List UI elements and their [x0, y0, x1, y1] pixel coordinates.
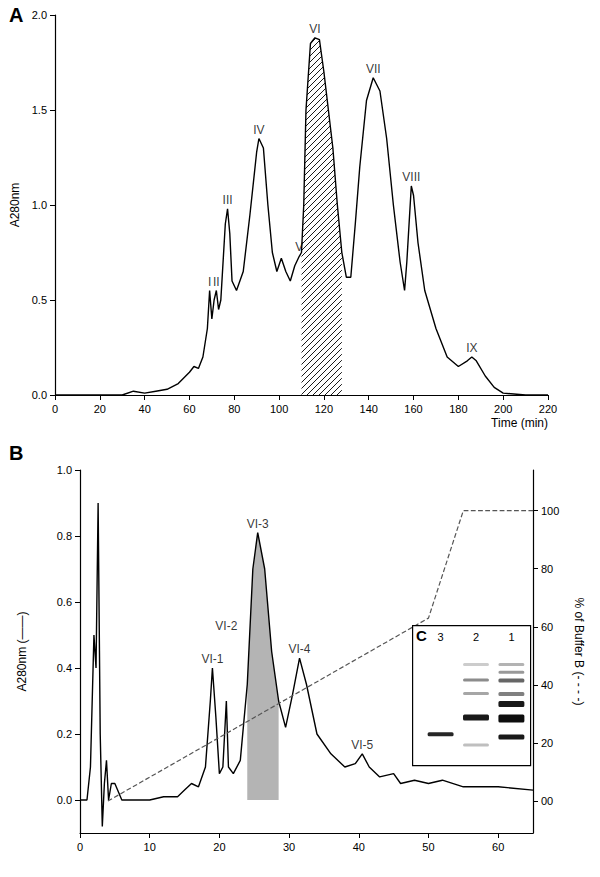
svg-text:80: 80 — [541, 563, 553, 575]
svg-text:100: 100 — [541, 505, 559, 517]
svg-text:A: A — [9, 4, 23, 26]
svg-text:VI-3: VI-3 — [247, 517, 269, 531]
svg-text:0.0: 0.0 — [57, 794, 72, 806]
svg-text:II: II — [213, 275, 220, 289]
svg-text:0.8: 0.8 — [57, 530, 72, 542]
svg-text:Time (min): Time (min) — [491, 416, 548, 430]
svg-text:V: V — [295, 240, 303, 254]
svg-text:30: 30 — [283, 841, 295, 853]
svg-text:0.0: 0.0 — [32, 389, 47, 401]
svg-text:220: 220 — [539, 403, 557, 415]
svg-text:1.0: 1.0 — [57, 464, 72, 476]
svg-text:3: 3 — [438, 631, 444, 643]
svg-text:0: 0 — [52, 403, 58, 415]
svg-text:0.6: 0.6 — [57, 596, 72, 608]
svg-text:I: I — [208, 275, 211, 289]
svg-text:2.0: 2.0 — [32, 9, 47, 21]
svg-text:60: 60 — [492, 841, 504, 853]
svg-text:IX: IX — [466, 341, 477, 355]
svg-text:180: 180 — [449, 403, 467, 415]
svg-text:60: 60 — [183, 403, 195, 415]
svg-text:1.0: 1.0 — [32, 199, 47, 211]
svg-text:VI-1: VI-1 — [201, 652, 223, 666]
svg-text:140: 140 — [360, 403, 378, 415]
svg-text:III: III — [223, 193, 233, 207]
svg-text:20: 20 — [94, 403, 106, 415]
svg-text:0.5: 0.5 — [32, 294, 47, 306]
svg-text:1.5: 1.5 — [32, 104, 47, 116]
svg-text:IV: IV — [253, 123, 264, 137]
svg-text:120: 120 — [315, 403, 333, 415]
svg-text:50: 50 — [422, 841, 434, 853]
svg-text:40: 40 — [353, 841, 365, 853]
svg-text:A280nm (——): A280nm (——) — [15, 611, 29, 691]
svg-text:00: 00 — [541, 795, 553, 807]
svg-text:20: 20 — [213, 841, 225, 853]
svg-text:% of Buffer B (- - - -): % of Buffer B (- - - -) — [572, 598, 586, 706]
svg-text:200: 200 — [494, 403, 512, 415]
svg-text:160: 160 — [404, 403, 422, 415]
svg-text:0.2: 0.2 — [57, 728, 72, 740]
svg-text:VII: VII — [366, 62, 381, 76]
svg-text:100: 100 — [270, 403, 288, 415]
svg-text:1: 1 — [508, 631, 514, 643]
svg-text:VI-2: VI-2 — [215, 619, 237, 633]
svg-text:0.4: 0.4 — [57, 662, 72, 674]
svg-text:0: 0 — [77, 841, 83, 853]
svg-text:80: 80 — [228, 403, 240, 415]
svg-text:A280nm: A280nm — [8, 183, 22, 228]
svg-text:VI-5: VI-5 — [351, 738, 373, 752]
svg-text:60: 60 — [541, 621, 553, 633]
svg-text:B: B — [9, 442, 23, 464]
svg-text:40: 40 — [139, 403, 151, 415]
svg-text:10: 10 — [144, 841, 156, 853]
svg-text:40: 40 — [541, 679, 553, 691]
svg-text:VIII: VIII — [402, 170, 420, 184]
svg-text:C: C — [416, 627, 427, 644]
svg-text:20: 20 — [541, 737, 553, 749]
svg-text:2: 2 — [473, 631, 479, 643]
svg-text:VI-4: VI-4 — [289, 642, 311, 656]
svg-text:VI: VI — [309, 22, 320, 36]
